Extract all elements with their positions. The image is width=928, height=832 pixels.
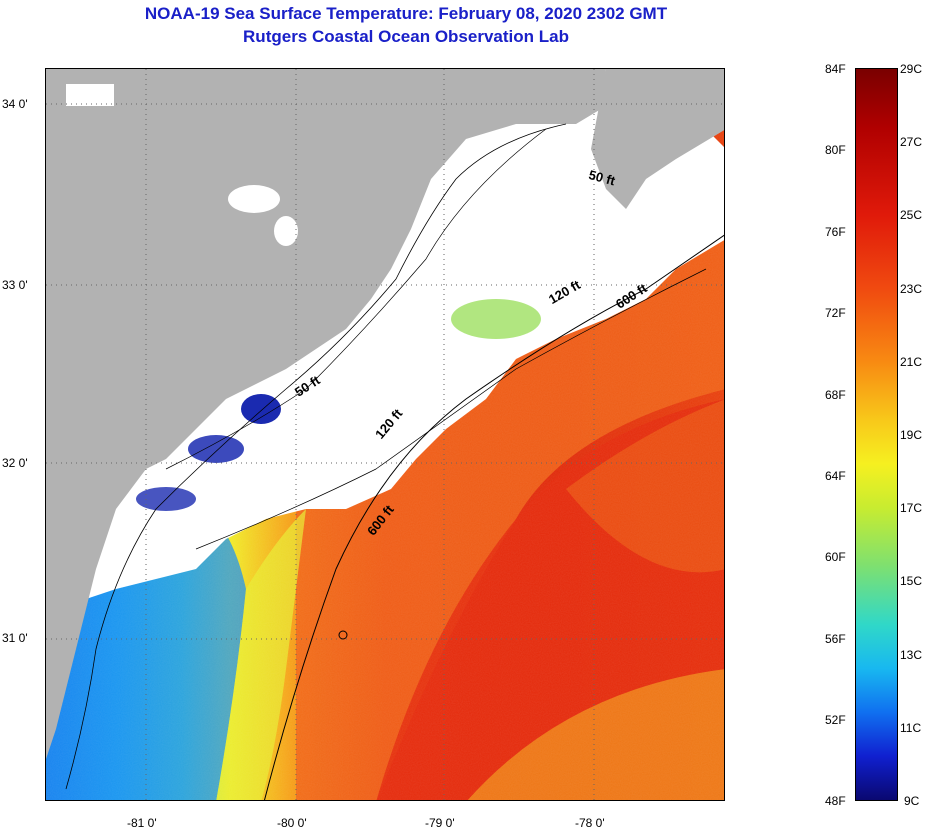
land-mass (46, 69, 606, 759)
nearshore-warm-patch (451, 299, 541, 339)
inland-lake (274, 216, 298, 246)
inland-lake (66, 84, 114, 106)
isobath-120ft (195, 268, 707, 550)
colorbar-c-label: 11C (900, 721, 922, 735)
lat-label: 34 0' (2, 97, 28, 111)
sst-map: 50 ft 120 ft 600 ft 50 ft 120 ft 600 ft (45, 68, 725, 801)
colorbar-f-label: 80F (825, 143, 846, 157)
colorbar-c-label: 19C (900, 428, 923, 442)
colorbar-c-label: 29C (900, 62, 923, 76)
colorbar-f-label: 68F (825, 388, 846, 402)
coastline (65, 123, 567, 790)
colorbar-f-label: 52F (825, 713, 846, 727)
map-subtitle: Rutgers Coastal Ocean Observation Lab (243, 27, 569, 46)
cold-patch (188, 435, 244, 463)
colorbar-c-label: 27C (900, 135, 923, 149)
map-title: NOAA-19 Sea Surface Temperature: Februar… (144, 4, 668, 23)
lon-label: -81 0' (127, 816, 157, 830)
lon-label: -80 0' (277, 816, 307, 830)
colorbar-f-label: 60F (825, 550, 846, 564)
colorbar-c-label: 17C (900, 501, 923, 515)
colorbar-f-label: 84F (825, 62, 846, 76)
sst-map-graphic (46, 69, 724, 800)
colorbar-f-label: 64F (825, 469, 846, 483)
colorbar-c-label: 25C (900, 208, 923, 222)
colorbar-c-label: 23C (900, 282, 923, 296)
isobath-50ft (165, 128, 547, 470)
colorbar-c-label: 9C (904, 794, 920, 808)
isobath-600ft (264, 234, 724, 800)
lat-lon-grid (46, 69, 724, 800)
lat-label: 33 0' (2, 278, 28, 292)
colorbar-f-label: 56F (825, 632, 846, 646)
colorbar-f-label: 76F (825, 225, 846, 239)
colorbar-f-label: 72F (825, 306, 846, 320)
lon-label: -78 0' (575, 816, 605, 830)
colorbar-c-label: 13C (900, 648, 923, 662)
temperature-colorbar (855, 68, 898, 801)
lon-label: -79 0' (425, 816, 455, 830)
cape-land (591, 69, 724, 209)
colorbar-c-label: 15C (900, 574, 923, 588)
buoy-marker (338, 630, 348, 640)
lat-label: 31 0' (2, 631, 28, 645)
inland-lake (228, 185, 280, 213)
lat-label: 32 0' (2, 456, 28, 470)
colorbar-f-label: 48F (825, 794, 846, 808)
colorbar-c-label: 21C (900, 355, 923, 369)
